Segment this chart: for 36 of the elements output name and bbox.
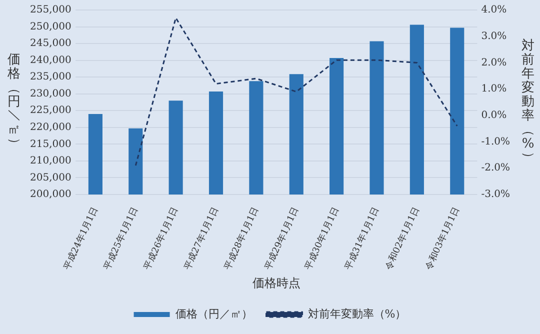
- y2-tick-label: 3.0%: [481, 30, 507, 42]
- x-tick-label: 令和03年1月1日: [423, 205, 462, 272]
- x-tick-label: 平成27年1月1日: [182, 205, 221, 272]
- x-tick-label: 平成29年1月1日: [262, 205, 302, 272]
- text: 対前年変動率（%）: [520, 38, 536, 165]
- y-tick-label: 205,000: [30, 172, 72, 184]
- x-tick-label: 平成31年1月1日: [342, 205, 382, 272]
- y-tick-label: 240,000: [30, 54, 72, 66]
- y-tick-label: 255,000: [30, 4, 72, 16]
- y2-tick-label: -3.0%: [481, 189, 510, 200]
- line-series: [134, 17, 458, 166]
- x-tick-label: 平成25年1月1日: [102, 205, 140, 272]
- x-tick-label: 平成24年1月1日: [62, 205, 100, 272]
- x-tick-label: 令和02年1月1日: [383, 205, 422, 272]
- y-tick-label: 220,000: [30, 122, 72, 133]
- y2-tick-label: -2.0%: [481, 162, 510, 174]
- y2-tick-label: 2.0%: [481, 57, 507, 68]
- x-tick-label: 平成28年1月1日: [222, 205, 262, 272]
- y-tick-label: 225,000: [30, 105, 72, 116]
- x-axis-title: 価格時点: [252, 276, 300, 290]
- y-tick-label: 235,000: [30, 72, 72, 83]
- y2-tick-label: 0.0%: [481, 110, 507, 122]
- y-tick-label: 245,000: [30, 38, 72, 50]
- y-tick-label: 210,000: [30, 156, 72, 167]
- x-tick-label: 平成30年1月1日: [302, 205, 342, 272]
- y2-tick-label: 4.0%: [481, 4, 507, 16]
- x-tick-label: 平成26年1月1日: [142, 205, 181, 272]
- y-tick-label: 230,000: [30, 88, 72, 100]
- y-tick-label: 200,000: [30, 189, 72, 200]
- y2-tick-label: -1.0%: [481, 136, 510, 148]
- y-axis-title: 価格（円／㎡）: [6, 52, 22, 151]
- y-tick-label: 250,000: [30, 21, 72, 32]
- legend-label: 価格（円／㎡）: [175, 307, 252, 320]
- y2-tick-label: 1.0%: [481, 84, 507, 95]
- legend-label: 対前年変動率（%）: [308, 307, 406, 320]
- y-tick-label: 215,000: [30, 138, 72, 150]
